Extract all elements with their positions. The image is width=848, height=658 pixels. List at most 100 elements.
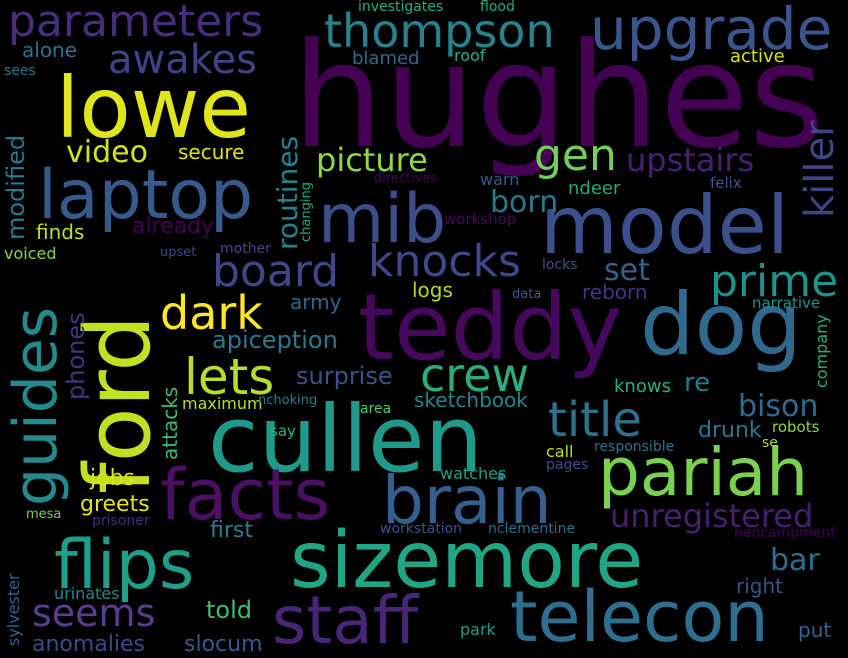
word-robots: robots — [772, 418, 820, 436]
word-se: se — [762, 435, 778, 451]
word-lets: lets — [184, 348, 275, 406]
word-army: army — [290, 290, 342, 314]
word-board: board — [212, 246, 340, 297]
word-unregistered: unregistered — [610, 497, 814, 535]
word-watches: watches — [440, 464, 507, 483]
word-workstation: workstation — [380, 521, 463, 537]
word-sketchbook: sketchbook — [414, 388, 528, 412]
word-sizemore: sizemore — [290, 516, 644, 606]
word-area: area — [360, 401, 392, 417]
word-nencampment: nencampment — [734, 525, 836, 541]
word-brain: brain — [382, 462, 552, 539]
word-slocum: slocum — [184, 632, 263, 657]
word-lowe: lowe — [56, 59, 252, 157]
word-maximum: maximum — [182, 394, 263, 413]
word-locks: locks — [542, 257, 578, 273]
word-logs: logs — [412, 278, 453, 302]
word-attacks: attacks — [158, 386, 182, 460]
word-surprise: surprise — [296, 362, 393, 390]
word-pariah: pariah — [598, 434, 809, 511]
word-data: data — [512, 287, 542, 302]
word-drunk: drunk — [698, 418, 762, 443]
word-told: told — [206, 596, 252, 624]
word-killer: killer — [797, 120, 843, 218]
word-voiced: voiced — [4, 244, 57, 263]
word-cullen: cullen — [208, 386, 483, 493]
word-knocks: knocks — [368, 236, 521, 287]
word-sees: sees — [4, 63, 36, 79]
word-mother: mother — [220, 241, 271, 257]
word-parameters: parameters — [8, 0, 264, 47]
word-guides: guides — [1, 306, 71, 506]
word-apiception: apiception — [212, 326, 338, 354]
word-telecon: telecon — [510, 576, 769, 658]
word-knows: knows — [614, 376, 671, 397]
word-workshop: workshop — [444, 210, 517, 228]
word-mesa: mesa — [26, 507, 62, 522]
word-directives: directives — [374, 171, 438, 186]
word-teddy: teddy — [358, 274, 622, 381]
word-alone: alone — [22, 38, 78, 62]
word-staff: staff — [272, 582, 419, 658]
word-title: title — [548, 392, 642, 448]
word-responsible: responsible — [594, 439, 675, 455]
word-anomalies: anomalies — [32, 632, 146, 657]
word-pages: pages — [546, 457, 589, 473]
word-nclementine: nclementine — [488, 521, 576, 537]
word-dark: dark — [160, 286, 263, 340]
word-reborn: reborn — [582, 280, 648, 304]
word-flood: flood — [480, 0, 515, 15]
word-already: already — [132, 214, 215, 239]
word-prisoner: prisoner — [92, 513, 150, 529]
word-crew: crew — [420, 348, 530, 402]
word-urinates: urinates — [54, 584, 120, 603]
word-company: company — [812, 314, 831, 388]
word-first: first — [210, 518, 253, 543]
word-upset: upset — [160, 245, 197, 260]
word-re: re — [684, 368, 711, 398]
word-dog: dog — [640, 275, 802, 375]
word-nchoking: nchoking — [258, 393, 318, 408]
word-picture: picture — [316, 141, 428, 179]
word-model: model — [540, 179, 790, 272]
word-gen: gen — [534, 130, 617, 181]
word-phones: phones — [62, 312, 90, 400]
word-sylvester: sylvester — [4, 573, 23, 646]
word-secure: secure — [178, 140, 245, 164]
word-felix: felix — [710, 174, 742, 192]
word-upstairs: upstairs — [626, 141, 755, 179]
word-warn: warn — [480, 170, 520, 189]
word-seems: seems — [32, 591, 156, 635]
word-park: park — [460, 620, 496, 639]
word-greets: greets — [80, 492, 150, 517]
word-say: say — [270, 422, 296, 440]
word-hughes: hughes — [292, 12, 825, 181]
word-set: set — [604, 253, 650, 288]
word-narrative: narrative — [752, 294, 821, 312]
word-roof: roof — [454, 46, 486, 65]
word-investigates: investigates — [358, 0, 444, 15]
word-video: video — [66, 135, 148, 170]
word-upgrade: upgrade — [590, 0, 833, 63]
word-laptop: laptop — [38, 156, 254, 235]
word-modified: modified — [2, 134, 30, 240]
word-bar: bar — [770, 543, 820, 578]
word-prime: prime — [710, 256, 839, 307]
word-bison: bison — [738, 389, 819, 424]
word-awakes: awakes — [108, 37, 257, 83]
word-blamed: blamed — [352, 48, 420, 69]
word-finds: finds — [36, 220, 85, 244]
word-routines: routines — [271, 135, 304, 250]
word-jobs: jobs — [90, 466, 135, 491]
word-changing: changing — [299, 182, 314, 242]
word-ndeer: ndeer — [568, 178, 621, 199]
word-flips: flips — [54, 526, 195, 605]
word-mib: mib — [318, 180, 447, 259]
word-call: call — [546, 442, 574, 461]
word-thompson: thompson — [324, 4, 555, 58]
word-facts: facts — [160, 454, 330, 536]
word-active: active — [730, 46, 785, 67]
word-put: put — [798, 618, 832, 642]
word-born: born — [490, 185, 559, 220]
